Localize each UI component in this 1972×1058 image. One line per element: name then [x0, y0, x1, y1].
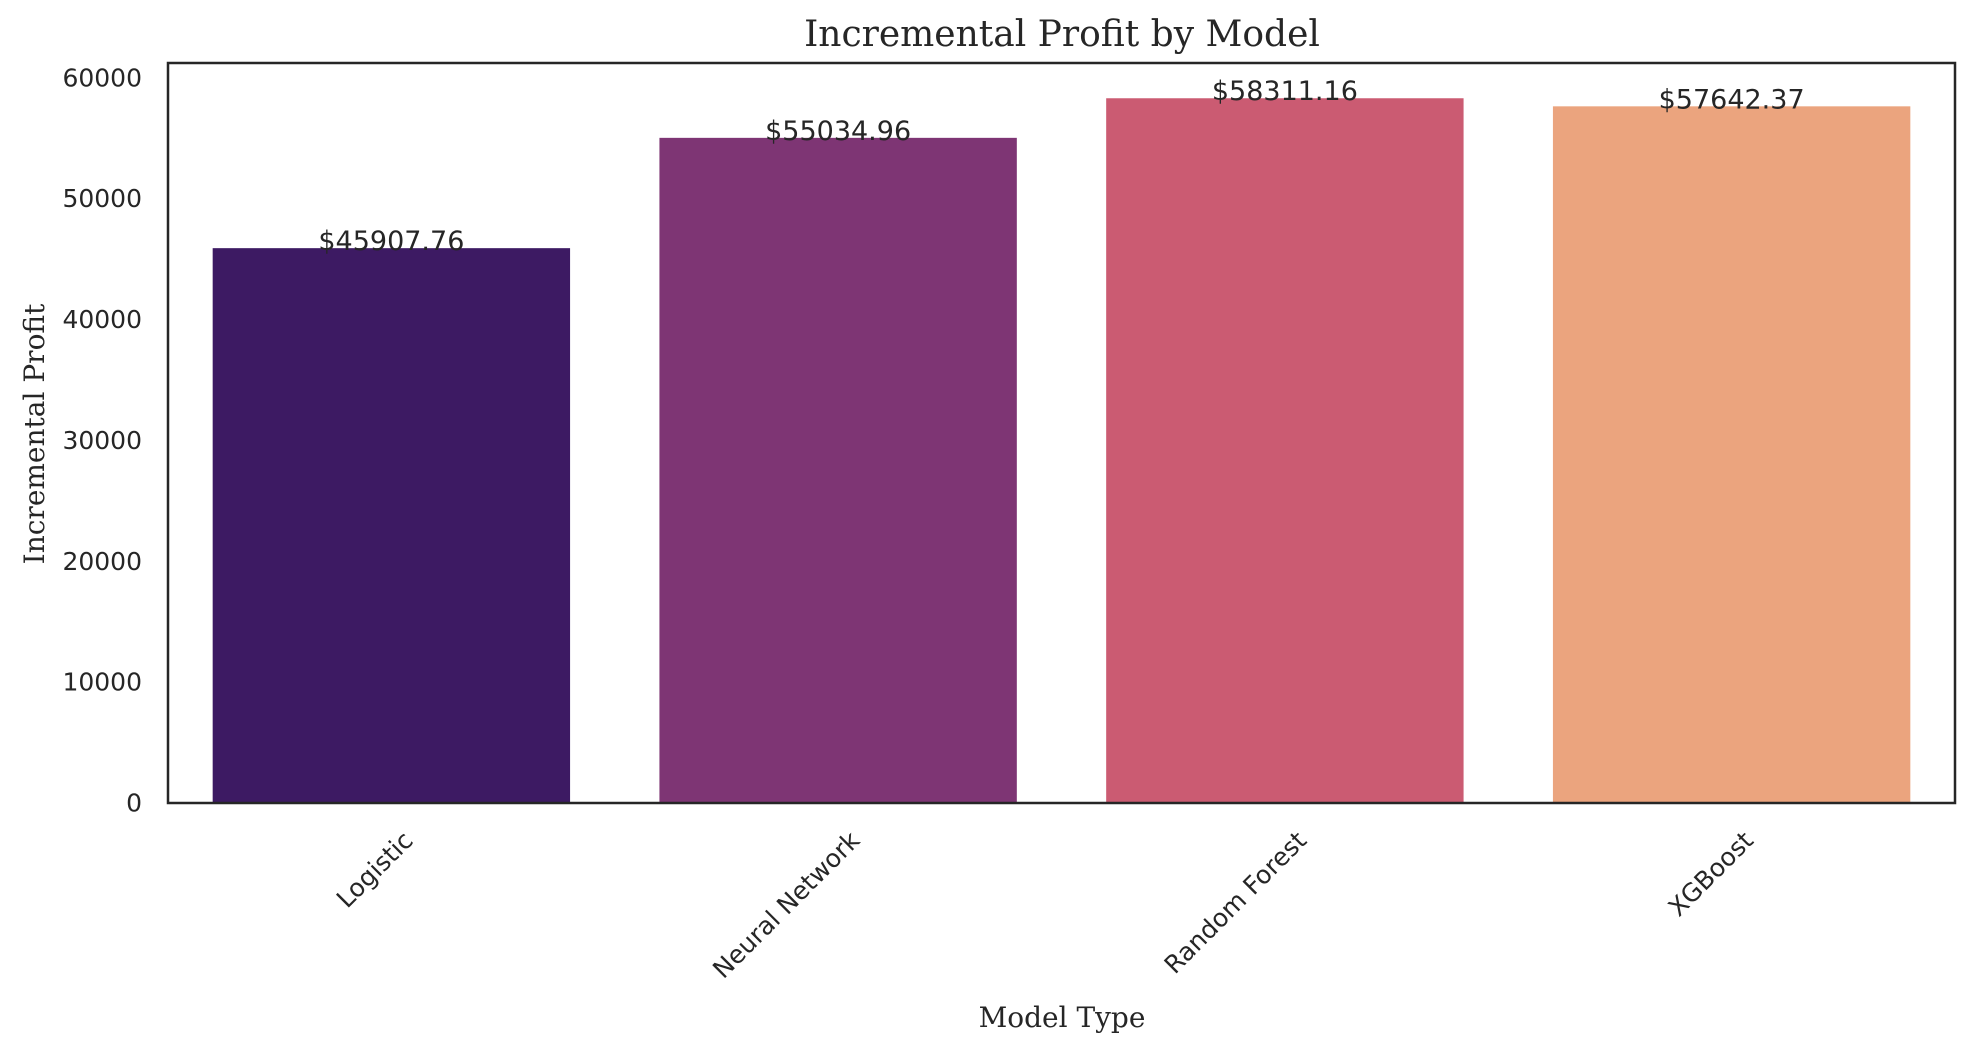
bar-random-forest	[1106, 98, 1464, 803]
x-tick-label-neural-network: Neural Network	[707, 825, 866, 984]
value-label-xgboost: $57642.37	[1659, 84, 1805, 115]
y-tick-label-10000: 10000	[62, 668, 142, 697]
y-tick-label-30000: 30000	[62, 426, 142, 455]
bar-logistic	[212, 248, 571, 804]
y-axis-ticks: 0 10000 20000 30000 40000 50000 60000	[62, 63, 142, 817]
y-tick-label-0: 0	[126, 789, 142, 818]
bar-xgboost	[1552, 106, 1911, 803]
bar-neural-network	[659, 137, 1017, 803]
value-labels-layer: $45907.76 $55034.96 $58311.16 $57642.37	[318, 76, 1804, 257]
x-axis-ticks: Logistic Neural Network Random Forest XGBoo…	[331, 825, 1759, 984]
chart-title: Incremental Profit by Model	[804, 14, 1320, 55]
y-tick-label-40000: 40000	[62, 305, 142, 334]
y-tick-label-50000: 50000	[62, 184, 142, 213]
y-tick-label-60000: 60000	[62, 63, 142, 92]
y-tick-label-20000: 20000	[62, 547, 142, 576]
value-label-random-forest: $58311.16	[1212, 76, 1358, 107]
x-tick-label-logistic: Logistic	[331, 826, 419, 914]
value-label-logistic: $45907.76	[318, 226, 464, 257]
x-tick-label-xgboost: XGBoost	[1663, 826, 1759, 922]
x-tick-label-random-forest: Random Forest	[1159, 826, 1313, 980]
x-axis-label: Model Type	[979, 1001, 1146, 1034]
bars-layer	[212, 98, 1911, 804]
plot-frame	[166, 61, 1957, 805]
value-label-neural-network: $55034.96	[765, 116, 911, 147]
y-axis-label: Incremental Profit	[18, 303, 51, 564]
